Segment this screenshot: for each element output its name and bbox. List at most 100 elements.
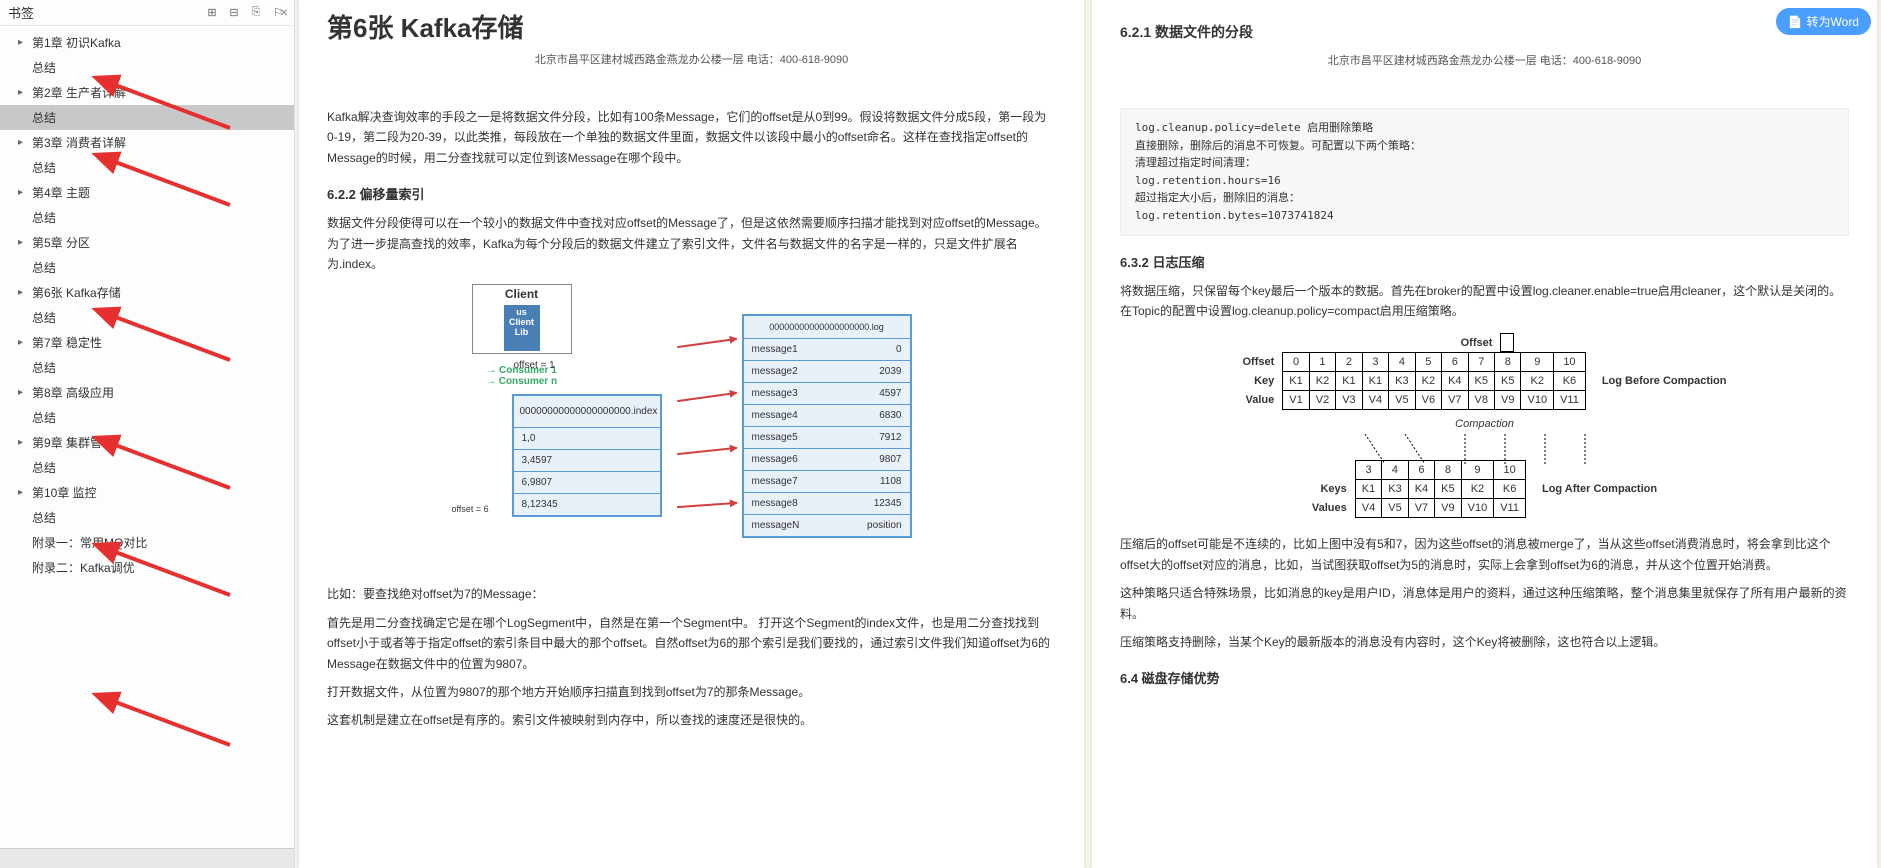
bookmark-item[interactable]: ▸ 第5章 分区 bbox=[0, 230, 294, 255]
chevron-right-icon[interactable]: ▸ bbox=[18, 237, 28, 248]
compaction-diagram: Offset Offset012345678910Log Before Comp… bbox=[1120, 333, 1849, 518]
paragraph: 将数据压缩，只保留每个key最后一个版本的数据。首先在broker的配置中设置l… bbox=[1120, 281, 1849, 322]
bookmark-label: 第3章 消费者详解 bbox=[32, 134, 126, 151]
page-right: 6.2.1 数据文件的分段 北京市昌平区建材城西路金燕龙办公楼一层 电话：400… bbox=[1092, 0, 1877, 868]
sidebar-title: 书签 bbox=[8, 3, 198, 22]
section-heading: 6.4 磁盘存储优势 bbox=[1120, 668, 1849, 687]
client-lib: us Client Lib bbox=[504, 305, 540, 351]
section-heading: 6.2.1 数据文件的分段 bbox=[1120, 22, 1849, 42]
index-row: 3,4597 bbox=[514, 449, 660, 471]
chevron-right-icon[interactable]: ▸ bbox=[18, 337, 28, 348]
chevron-right-icon[interactable]: ▸ bbox=[18, 487, 28, 498]
section-heading: 6.3.2 日志压缩 bbox=[1120, 252, 1849, 271]
bookmark-item[interactable]: 总结 bbox=[0, 305, 294, 330]
bookmark-item[interactable]: 总结 bbox=[0, 55, 294, 80]
word-icon: 📄 bbox=[1788, 15, 1803, 29]
log-row: message71108 bbox=[744, 470, 910, 492]
log-row: message34597 bbox=[744, 382, 910, 404]
bookmark-label: 第2章 生产者详解 bbox=[32, 84, 126, 101]
sidebar-header: 书签 ⊞ ⊟ ⎘ ⚐ × bbox=[0, 0, 294, 26]
paragraph: 这套机制是建立在offset是有序的。索引文件被映射到内存中，所以查找的速度还是… bbox=[327, 710, 1056, 730]
chevron-right-icon[interactable]: ▸ bbox=[18, 137, 28, 148]
bookmark-item[interactable]: ▸ 第6张 Kafka存储 bbox=[0, 280, 294, 305]
bookmark-label: 附录二：Kafka调优 bbox=[32, 559, 135, 576]
bookmark-label: 总结 bbox=[32, 459, 56, 476]
bookmark-label: 第7章 稳定性 bbox=[32, 334, 102, 351]
offset-label: offset = 1 bbox=[514, 360, 555, 371]
bookmark-item[interactable]: ▸ 第7章 稳定性 bbox=[0, 330, 294, 355]
paragraph: 这种策略只适合特殊场景，比如消息的key是用户ID，消息体是用户的资料，通过这种… bbox=[1120, 583, 1849, 624]
log-row: message22039 bbox=[744, 360, 910, 382]
bookmark-label: 第4章 主题 bbox=[32, 184, 90, 201]
bookmark-label: 总结 bbox=[32, 359, 56, 376]
bookmark-label: 第6张 Kafka存储 bbox=[32, 284, 121, 301]
before-table: Offset bbox=[1455, 333, 1515, 352]
page-address: 北京市昌平区建材城西路金燕龙办公楼一层 电话：400-618-9090 bbox=[327, 51, 1056, 67]
paragraph: 压缩后的offset可能是不连续的，比如上图中没有5和7，因为这些offset的… bbox=[1120, 534, 1849, 575]
bookmark-item[interactable]: ▸ 第2章 生产者详解 bbox=[0, 80, 294, 105]
bookmark-item[interactable]: 总结 bbox=[0, 105, 294, 130]
bookmark-item[interactable]: 总结 bbox=[0, 355, 294, 380]
bookmark-label: 第1章 初识Kafka bbox=[32, 34, 121, 51]
chevron-right-icon[interactable]: ▸ bbox=[18, 287, 28, 298]
document-view: 📄 转为Word 第6张 Kafka存储 北京市昌平区建材城西路金燕龙办公楼一层… bbox=[295, 0, 1881, 868]
bookmark-label: 总结 bbox=[32, 209, 56, 226]
chevron-right-icon[interactable]: ▸ bbox=[18, 437, 28, 448]
client-box: Client us Client Lib → Consumer 1 → Cons… bbox=[472, 284, 572, 354]
bookmark-label: 第5章 分区 bbox=[32, 234, 90, 251]
bookmark-item[interactable]: 总结 bbox=[0, 405, 294, 430]
expand-icon[interactable]: ⊞ bbox=[204, 5, 220, 21]
chevron-right-icon[interactable]: ▸ bbox=[18, 187, 28, 198]
offset-index-diagram: Client us Client Lib → Consumer 1 → Cons… bbox=[452, 284, 932, 574]
collapse-icon[interactable]: ⊟ bbox=[226, 5, 242, 21]
page-title: 第6张 Kafka存储 bbox=[327, 8, 1056, 45]
bookmark-label: 总结 bbox=[32, 159, 56, 176]
close-icon[interactable]: × bbox=[280, 4, 288, 20]
bookmark-label: 总结 bbox=[32, 309, 56, 326]
log-row: message10 bbox=[744, 338, 910, 360]
bookmark-label: 总结 bbox=[32, 409, 56, 426]
offset-eq-label: offset = 6 bbox=[452, 504, 489, 514]
bookmark-item[interactable]: 总结 bbox=[0, 255, 294, 280]
bookmark-item[interactable]: 总结 bbox=[0, 455, 294, 480]
bookmark-label: 总结 bbox=[32, 109, 56, 126]
paragraph: 数据文件分段使得可以在一个较小的数据文件中查找对应offset的Message了… bbox=[327, 213, 1056, 274]
bookmark-add-icon[interactable]: ⎘ bbox=[248, 5, 264, 21]
log-row: message69807 bbox=[744, 448, 910, 470]
log-row: message57912 bbox=[744, 426, 910, 448]
bookmark-label: 附录一：常用MQ对比 bbox=[32, 534, 147, 551]
bookmarks-sidebar: 书签 ⊞ ⊟ ⎘ ⚐ × ▸第1章 初识Kafka总结▸第2章 生产者详解总结▸… bbox=[0, 0, 295, 868]
status-bar bbox=[0, 848, 294, 868]
log-row: messageNposition bbox=[744, 514, 910, 536]
after-table: 3468910Log After CompactionKeysK1K3K4K5K… bbox=[1306, 460, 1663, 518]
dashed-connector bbox=[1345, 434, 1625, 464]
log-row: message812345 bbox=[744, 492, 910, 514]
paragraph: 比如：要查找绝对offset为7的Message： bbox=[327, 584, 1056, 604]
bookmark-item[interactable]: 附录二：Kafka调优 bbox=[0, 555, 294, 580]
bookmark-label: 第9章 集群管理 bbox=[32, 434, 114, 451]
chevron-right-icon[interactable]: ▸ bbox=[18, 387, 28, 398]
bookmark-item[interactable]: 总结 bbox=[0, 505, 294, 530]
chevron-right-icon[interactable]: ▸ bbox=[18, 37, 28, 48]
index-row: 6,9807 bbox=[514, 471, 660, 493]
bookmark-item[interactable]: ▸ 第10章 监控 bbox=[0, 480, 294, 505]
bookmark-item[interactable]: ▸ 第3章 消费者详解 bbox=[0, 130, 294, 155]
log-row: message46830 bbox=[744, 404, 910, 426]
section-heading: 6.2.2 偏移量索引 bbox=[327, 184, 1056, 203]
chevron-right-icon[interactable]: ▸ bbox=[18, 87, 28, 98]
bookmark-label: 总结 bbox=[32, 259, 56, 276]
bookmark-label: 总结 bbox=[32, 509, 56, 526]
bookmark-item[interactable]: 总结 bbox=[0, 205, 294, 230]
page-address: 北京市昌平区建材城西路金燕龙办公楼一层 电话：400-618-9090 bbox=[1120, 52, 1849, 68]
bookmark-item[interactable]: ▸ 第4章 主题 bbox=[0, 180, 294, 205]
convert-to-word-button[interactable]: 📄 转为Word bbox=[1776, 8, 1871, 35]
bookmark-item[interactable]: 总结 bbox=[0, 155, 294, 180]
bookmark-item[interactable]: ▸第8章 高级应用 bbox=[0, 380, 294, 405]
bookmark-tree: ▸第1章 初识Kafka总结▸第2章 生产者详解总结▸第3章 消费者详解总结▸第… bbox=[0, 26, 294, 868]
paragraph: Kafka解决查询效率的手段之一是将数据文件分段，比如有100条Message，… bbox=[327, 107, 1056, 168]
bookmark-label: 第10章 监控 bbox=[32, 484, 97, 501]
page-left: 第6张 Kafka存储 北京市昌平区建材城西路金燕龙办公楼一层 电话：400-6… bbox=[299, 0, 1084, 868]
bookmark-item[interactable]: ▸ 第9章 集群管理 bbox=[0, 430, 294, 455]
bookmark-item[interactable]: 附录一：常用MQ对比 bbox=[0, 530, 294, 555]
bookmark-item[interactable]: ▸ 第1章 初识Kafka bbox=[0, 30, 294, 55]
